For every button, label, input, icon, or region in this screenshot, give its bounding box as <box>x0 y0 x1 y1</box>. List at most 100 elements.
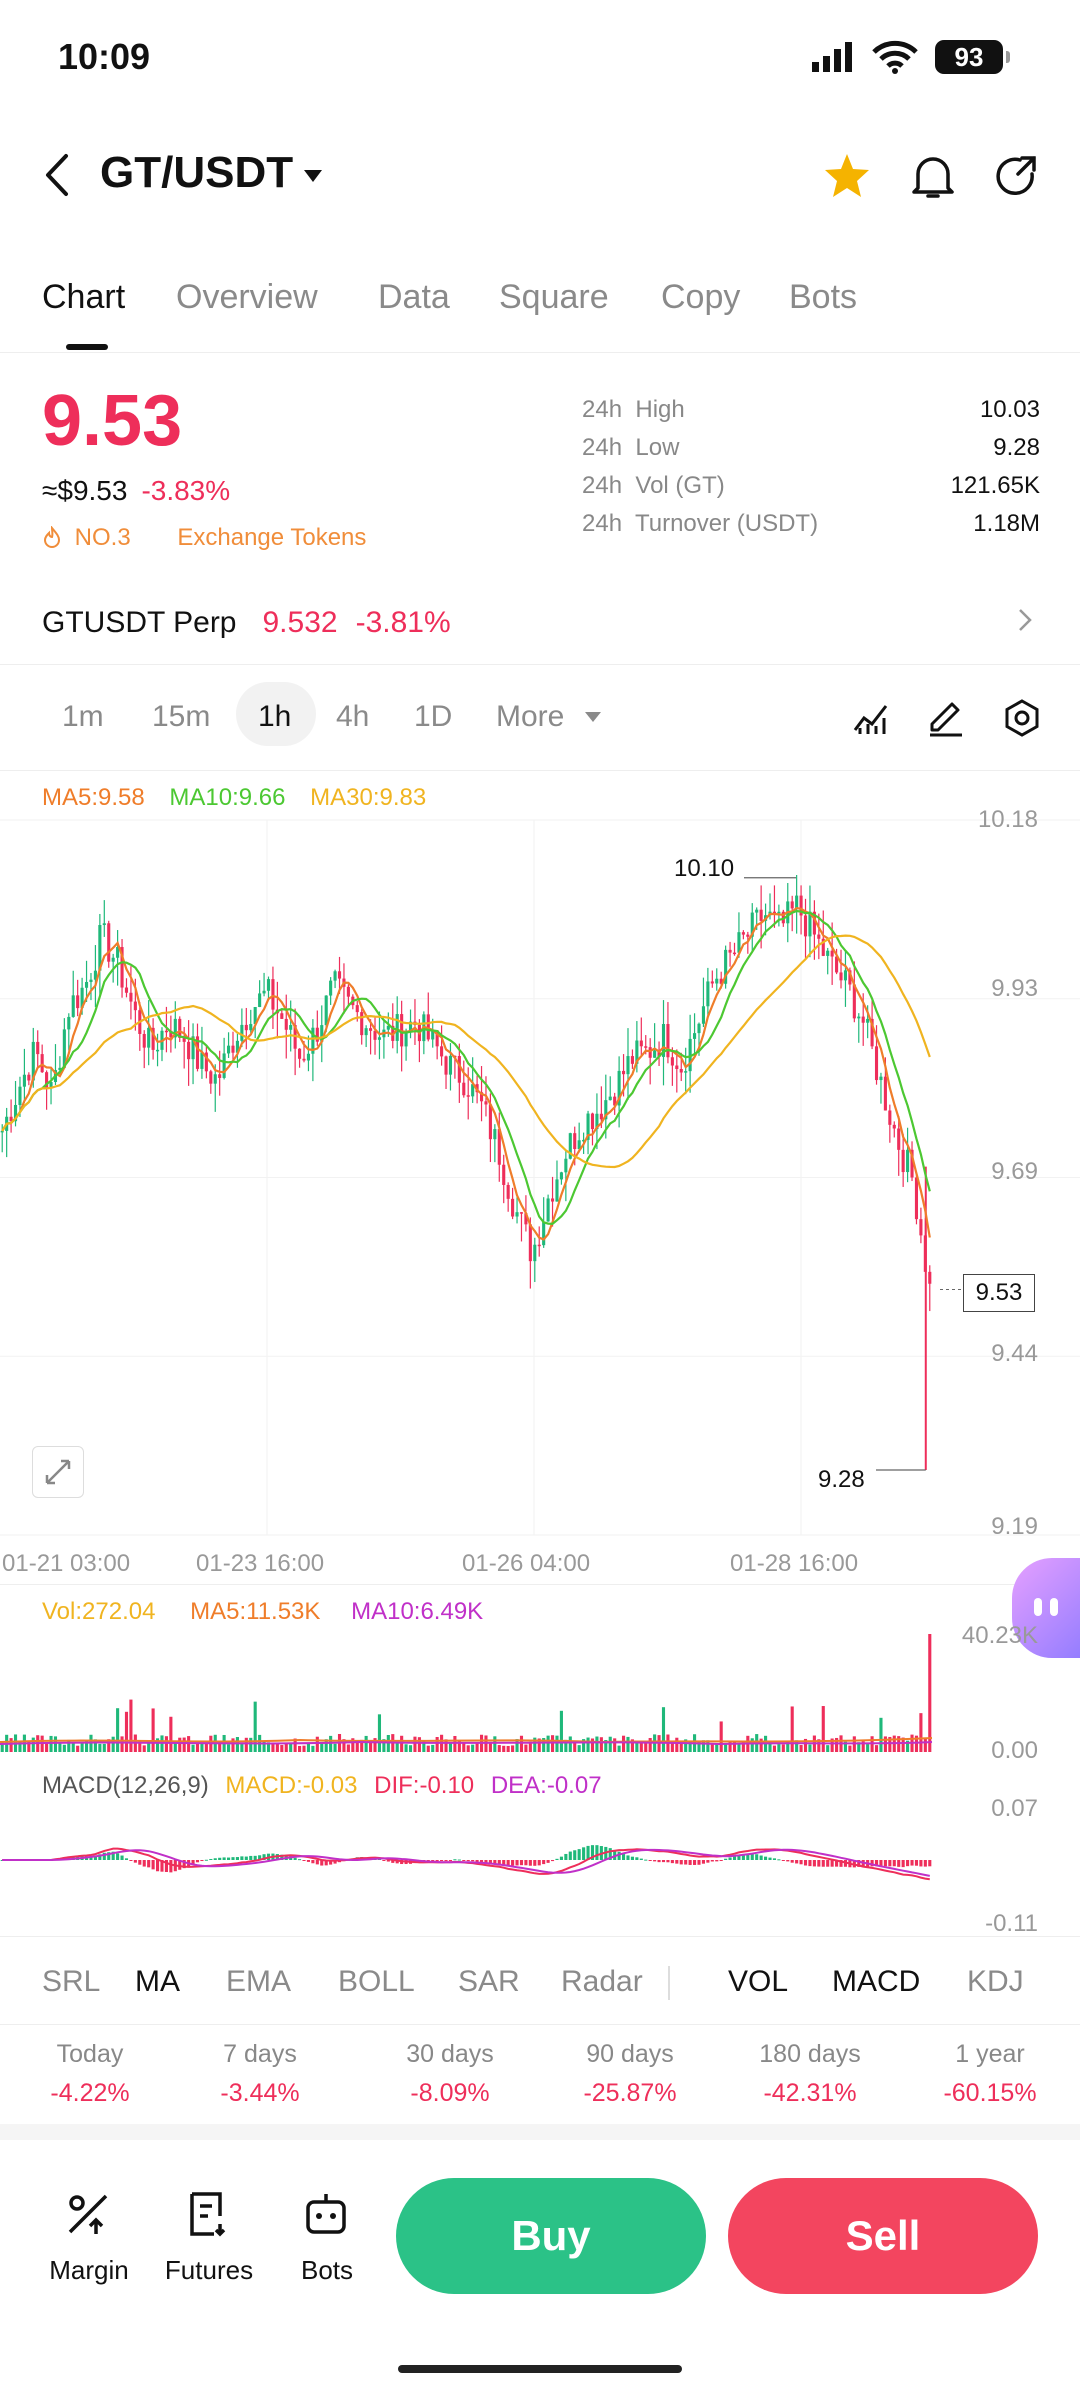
tab-square[interactable]: Square <box>499 278 609 316</box>
sell-button[interactable]: Sell <box>728 2178 1038 2294</box>
margin-label[interactable]: Margin <box>49 2255 129 2285</box>
volume-bar <box>444 1739 448 1752</box>
indicator-ema[interactable]: EMA <box>226 1965 292 1998</box>
volume-bar <box>710 1743 714 1752</box>
caret-down-icon[interactable] <box>584 710 602 724</box>
macd-bar <box>626 1855 630 1860</box>
volume-bar <box>377 1714 382 1752</box>
tab-data[interactable]: Data <box>378 278 450 316</box>
rank-row[interactable]: NO.3 Exchange Tokens <box>42 524 366 552</box>
macd-bar <box>298 1859 302 1861</box>
timeframe-1d[interactable]: 1D <box>414 700 453 733</box>
bell-icon[interactable] <box>910 152 956 200</box>
indicator-sar[interactable]: SAR <box>458 1965 520 1998</box>
margin-icon[interactable] <box>64 2190 112 2238</box>
chevron-right-icon[interactable] <box>1016 606 1034 634</box>
macd-bar <box>923 1860 927 1867</box>
performance-value: -8.09% <box>410 2079 490 2107</box>
volume-bar <box>195 1743 200 1752</box>
indicator-radar[interactable]: Radar <box>561 1965 643 1998</box>
tab-bots[interactable]: Bots <box>789 278 858 316</box>
volume-bar <box>471 1744 475 1752</box>
bots-icon[interactable] <box>302 2190 350 2238</box>
volume-bar <box>604 1740 608 1752</box>
fullscreen-button[interactable] <box>32 1446 84 1498</box>
candle <box>213 1074 217 1084</box>
vol-y-tick: 0.00 <box>991 1737 1038 1764</box>
assistant-bubble[interactable] <box>1012 1558 1080 1658</box>
volume-bar <box>866 1744 870 1752</box>
candlestick-chart[interactable] <box>0 770 1080 1540</box>
macd-bar <box>666 1860 670 1863</box>
tab-copy[interactable]: Copy <box>661 278 741 316</box>
indicator-macd[interactable]: MACD <box>832 1965 921 1998</box>
macd-bar <box>595 1845 599 1860</box>
macd-bar <box>746 1854 750 1860</box>
candle <box>613 1096 617 1106</box>
candle <box>80 987 84 1009</box>
vol-ma10-line <box>0 1740 933 1746</box>
macd-bar <box>98 1854 102 1860</box>
buy-button[interactable]: Buy <box>396 2178 706 2294</box>
timeframe-4h[interactable]: 4h <box>336 700 370 733</box>
indicator-icon[interactable] <box>852 700 892 736</box>
volume-bar <box>102 1743 106 1752</box>
candle <box>857 1016 861 1019</box>
indicator-vol[interactable]: VOL <box>728 1965 789 1998</box>
timeframe-15m[interactable]: 15m <box>152 700 211 733</box>
settings-icon[interactable] <box>1002 698 1042 738</box>
expand-icon <box>45 1459 71 1485</box>
tab-chart[interactable]: Chart <box>42 278 126 316</box>
macd-bar <box>573 1850 577 1860</box>
macd-bar <box>475 1860 479 1863</box>
volume-bar <box>644 1741 648 1752</box>
tab-overview[interactable]: Overview <box>176 278 318 316</box>
share-icon[interactable] <box>994 152 1040 200</box>
macd-bar <box>604 1846 608 1860</box>
indicator-boll[interactable]: BOLL <box>338 1965 415 1998</box>
last-price: 9.53 <box>42 381 183 461</box>
macd-bar <box>675 1860 679 1864</box>
draw-pencil-icon[interactable] <box>926 698 966 738</box>
indicator-kdj[interactable]: KDJ <box>967 1965 1024 1998</box>
favorite-star-icon[interactable] <box>822 152 872 200</box>
futures-icon[interactable] <box>184 2190 232 2238</box>
candle <box>284 1018 288 1030</box>
macd-bar <box>444 1860 448 1861</box>
divider <box>0 664 1080 665</box>
macd-bar <box>621 1854 626 1860</box>
volume-bar <box>688 1740 692 1752</box>
volume-bar <box>49 1735 53 1752</box>
timeframe-1h[interactable]: 1h <box>258 700 292 733</box>
perp-row[interactable]: GTUSDT Perp 9.532 -3.81% <box>42 606 451 640</box>
macd-bar <box>715 1860 719 1862</box>
volume-bar <box>116 1708 120 1752</box>
category-label[interactable]: Exchange Tokens <box>177 524 367 551</box>
timeframe-more[interactable]: More <box>496 700 565 733</box>
volume-bar <box>524 1744 528 1752</box>
macd-bar <box>883 1860 887 1867</box>
timeframe-1m[interactable]: 1m <box>62 700 104 733</box>
volume-bar <box>306 1742 311 1752</box>
pair-title[interactable]: GT/USDT <box>100 148 294 197</box>
candle <box>440 1046 444 1057</box>
indicator-ma[interactable]: MA <box>135 1965 180 1998</box>
y-tick: 9.44 <box>991 1340 1038 1367</box>
candle <box>653 1050 657 1058</box>
x-tick: 01-26 04:00 <box>462 1550 591 1577</box>
macd-bar <box>200 1860 204 1862</box>
back-icon[interactable] <box>40 150 74 200</box>
caret-down-icon[interactable] <box>302 168 324 184</box>
macd-bar <box>928 1860 932 1867</box>
futures-label[interactable]: Futures <box>164 2255 254 2285</box>
volume-bar <box>466 1745 470 1752</box>
candle <box>555 1179 559 1202</box>
candle <box>879 1076 883 1081</box>
macd-bar <box>244 1856 248 1860</box>
indicator-srl[interactable]: SRL <box>42 1965 101 1998</box>
macd-bar <box>324 1860 328 1866</box>
bots-label[interactable]: Bots <box>300 2255 354 2285</box>
performance-label: Today <box>56 2040 124 2068</box>
macd-legend: MACD(12,26,9) MACD:-0.03 DIF:-0.10 DEA:-… <box>42 1772 602 1800</box>
macd-bar <box>293 1857 297 1860</box>
